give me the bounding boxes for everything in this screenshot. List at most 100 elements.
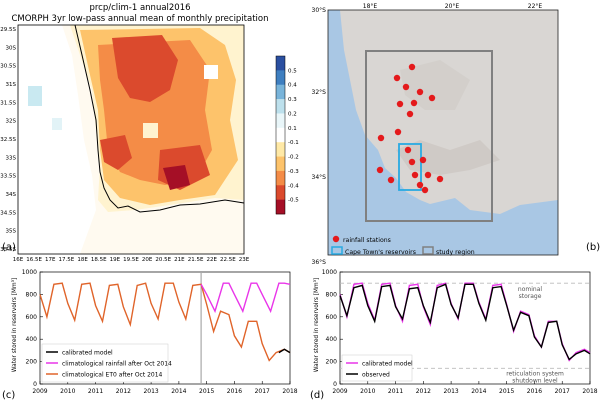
panel-b-letter: (b) <box>586 242 600 253</box>
x-tick-label: 2010 <box>60 388 75 395</box>
legend-station-label: rainfall stations <box>343 237 391 244</box>
legend-label: calibrated model <box>362 361 413 368</box>
colorbar-tick-label: 0.4 <box>288 83 297 89</box>
panel-a-lon-label: 16E <box>13 257 24 263</box>
panel-a-lon-label: 16.5E <box>26 257 42 263</box>
rainfall-station-marker <box>411 171 419 179</box>
colorbar-tick-label: 0.5 <box>288 68 297 74</box>
panel-a-lon-label: 18.5E <box>91 257 107 263</box>
panel-b-lat-labels: 30°S 32°S 34°S 36°S <box>312 7 327 266</box>
rainfall-station-marker <box>424 171 432 179</box>
rainfall-station-marker <box>377 134 385 142</box>
panel-b-lon-label: 22°E <box>528 3 543 10</box>
panel-a-anomaly-darkred <box>163 165 190 190</box>
y-tick-label: 400 <box>26 336 38 343</box>
panel-a-lat-label: 29.5S <box>0 27 16 33</box>
x-tick-label: 2009 <box>332 388 347 395</box>
panel-b-lat-label: 32°S <box>312 89 327 96</box>
panel-a-neutral-cell <box>204 65 218 79</box>
panel-a-lat-label: 32S <box>6 119 17 125</box>
panel-a-blue-patch <box>28 86 42 106</box>
annotation-shutdown: shutdown level <box>512 377 558 384</box>
rainfall-station-marker <box>416 181 424 189</box>
y-tick-label: 1000 <box>322 269 337 276</box>
panel-a-lon-label: 17E <box>45 257 56 263</box>
x-tick-label: 2011 <box>88 388 103 395</box>
x-tick-label: 2014 <box>171 388 186 395</box>
panel-b-lon-labels: 18°E 20°E 22°E <box>363 3 543 10</box>
rainfall-station-marker <box>396 100 404 108</box>
colorbar-tick-label: -0.5 <box>288 198 299 204</box>
rainfall-station-marker <box>406 110 414 118</box>
series-line-observed <box>339 283 591 361</box>
panel-a-lat-label: 35S <box>6 229 17 235</box>
colorbar-tick-label: 0.2 <box>288 111 297 117</box>
x-tick-label: 2015 <box>199 388 214 395</box>
legend-label: calibrated model <box>62 350 113 357</box>
panel-c-chart: 0 200 400 600 800 1000 2009 2010 2011 2012 2013 201… <box>22 269 298 395</box>
colorbar-swatch <box>276 156 285 172</box>
y-tick-label: 200 <box>26 359 38 366</box>
rainfall-station-marker <box>376 166 384 174</box>
x-tick-label: 2012 <box>416 388 431 395</box>
panel-a-lon-label: 22.5E <box>220 257 236 263</box>
panel-b-legend: rainfall stations Cape Town's reservoirs… <box>331 235 475 256</box>
panel-a: prcp/clim-1 annual2016 CMORPH 3yr low-pa… <box>0 3 299 263</box>
rainfall-station-marker <box>421 186 429 194</box>
x-tick-label: 2018 <box>582 388 597 395</box>
panel-d-chart: 0 200 400 600 800 1000 2009 2010 2011 2012 2013 201… <box>322 269 598 395</box>
colorbar-swatch <box>276 113 285 129</box>
y-tick-label: 1000 <box>22 269 37 276</box>
x-tick-label: 2011 <box>388 388 403 395</box>
panel-a-neutral-cell <box>143 123 158 138</box>
panel-a-lon-label: 18E <box>77 257 88 263</box>
panel-a-anomaly-red <box>112 35 178 102</box>
annotation-reticulation: reticulation system <box>506 370 564 377</box>
colorbar-tick-label: -0.4 <box>288 183 299 189</box>
rainfall-station-marker <box>404 146 412 154</box>
x-tick-label: 2010 <box>360 388 375 395</box>
panel-a-letter: (a) <box>2 242 16 253</box>
panel-a-lat-label: 33S <box>6 155 17 161</box>
colorbar-swatch <box>276 185 285 200</box>
panel-a-lon-label: 17.5E <box>59 257 75 263</box>
panel-a-lat-label: 33.5S <box>0 174 16 180</box>
rainfall-station-marker <box>387 176 395 184</box>
rainfall-station-marker <box>394 128 402 136</box>
legend-reservoir-marker <box>331 246 343 255</box>
colorbar-swatch <box>276 84 285 100</box>
panel-a-lon-label: 20.5E <box>155 257 171 263</box>
x-tick-label: 2017 <box>255 388 270 395</box>
panel-a-lat-label: 31.5S <box>0 100 16 106</box>
rainfall-station-marker <box>419 156 427 164</box>
x-tick-label: 2014 <box>471 388 486 395</box>
panel-b-relief <box>396 140 500 175</box>
series-line-calibrated-model <box>278 348 291 354</box>
panel-a-colorbar: 0.5 0.4 0.3 0.2 0.1 -0.1 -0.2 -0.3 -0.4 -0.5 <box>275 55 299 215</box>
x-tick-label: 2009 <box>32 388 47 395</box>
panel-b-frame <box>327 9 559 256</box>
panel-a-lat-label: 30S <box>6 45 17 51</box>
legend-box <box>41 343 169 383</box>
panel-b-relief <box>400 60 470 110</box>
colorbar-tick-label: -0.3 <box>288 169 299 175</box>
panel-a-lat-label: 35.5S <box>0 247 16 253</box>
legend-study-marker <box>422 246 434 255</box>
rainfall-station-marker <box>393 74 401 82</box>
panel-b-lat-label: 36°S <box>312 259 327 266</box>
x-tick-label: 2015 <box>499 388 514 395</box>
study-region-box <box>365 50 493 222</box>
panel-a-lat-label: 31S <box>6 82 17 88</box>
legend-study-label: study region <box>436 249 475 256</box>
rainfall-station-marker <box>416 88 424 96</box>
colorbar-swatch <box>276 56 285 71</box>
panel-a-lon-label: 21.5E <box>188 257 204 263</box>
y-tick-label: 800 <box>26 291 38 298</box>
panel-a-lon-label: 19E <box>110 257 121 263</box>
series-line-calibrated-model <box>339 282 591 362</box>
y-tick-label: 0 <box>333 381 337 388</box>
x-tick-label: 2012 <box>116 388 131 395</box>
colorbar-tick-label: -0.2 <box>288 155 299 161</box>
panel-b-lon-label: 20°E <box>445 3 460 10</box>
panel-a-lon-label: 19.5E <box>123 257 139 263</box>
